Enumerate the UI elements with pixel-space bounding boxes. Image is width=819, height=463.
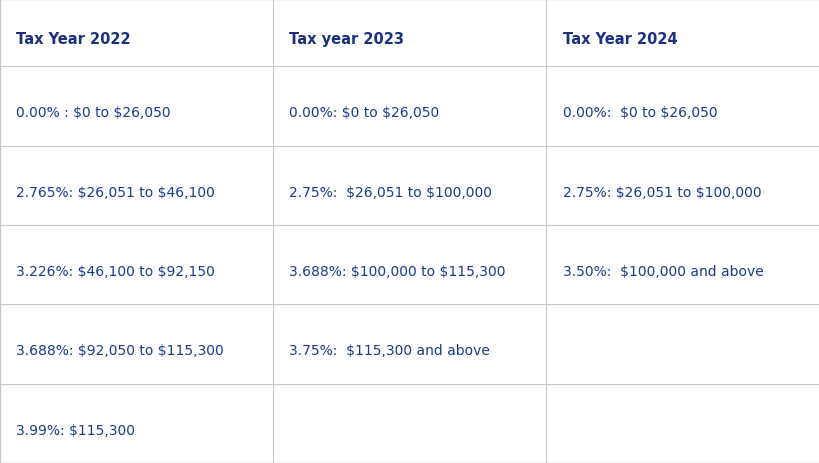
Text: 3.75%:  $115,300 and above: 3.75%: $115,300 and above [289,344,490,357]
Text: 2.75%:  $26,051 to $100,000: 2.75%: $26,051 to $100,000 [289,185,492,199]
Text: 0.00%: $0 to $26,050: 0.00%: $0 to $26,050 [289,106,439,120]
Text: Tax Year 2024: Tax Year 2024 [562,31,676,46]
Text: Tax Year 2022: Tax Year 2022 [16,31,131,46]
Text: 3.50%:  $100,000 and above: 3.50%: $100,000 and above [562,264,762,278]
Text: 3.688%: $92,050 to $115,300: 3.688%: $92,050 to $115,300 [16,344,224,357]
Text: 2.75%: $26,051 to $100,000: 2.75%: $26,051 to $100,000 [562,185,760,199]
Text: 0.00% : $0 to $26,050: 0.00% : $0 to $26,050 [16,106,171,120]
Text: 3.688%: $100,000 to $115,300: 3.688%: $100,000 to $115,300 [289,264,505,278]
Text: 3.99%: $115,300: 3.99%: $115,300 [16,423,135,437]
Text: 3.226%: $46,100 to $92,150: 3.226%: $46,100 to $92,150 [16,264,215,278]
Text: 2.765%: $26,051 to $46,100: 2.765%: $26,051 to $46,100 [16,185,215,199]
Text: Tax year 2023: Tax year 2023 [289,31,404,46]
Text: 0.00%:  $0 to $26,050: 0.00%: $0 to $26,050 [562,106,717,120]
